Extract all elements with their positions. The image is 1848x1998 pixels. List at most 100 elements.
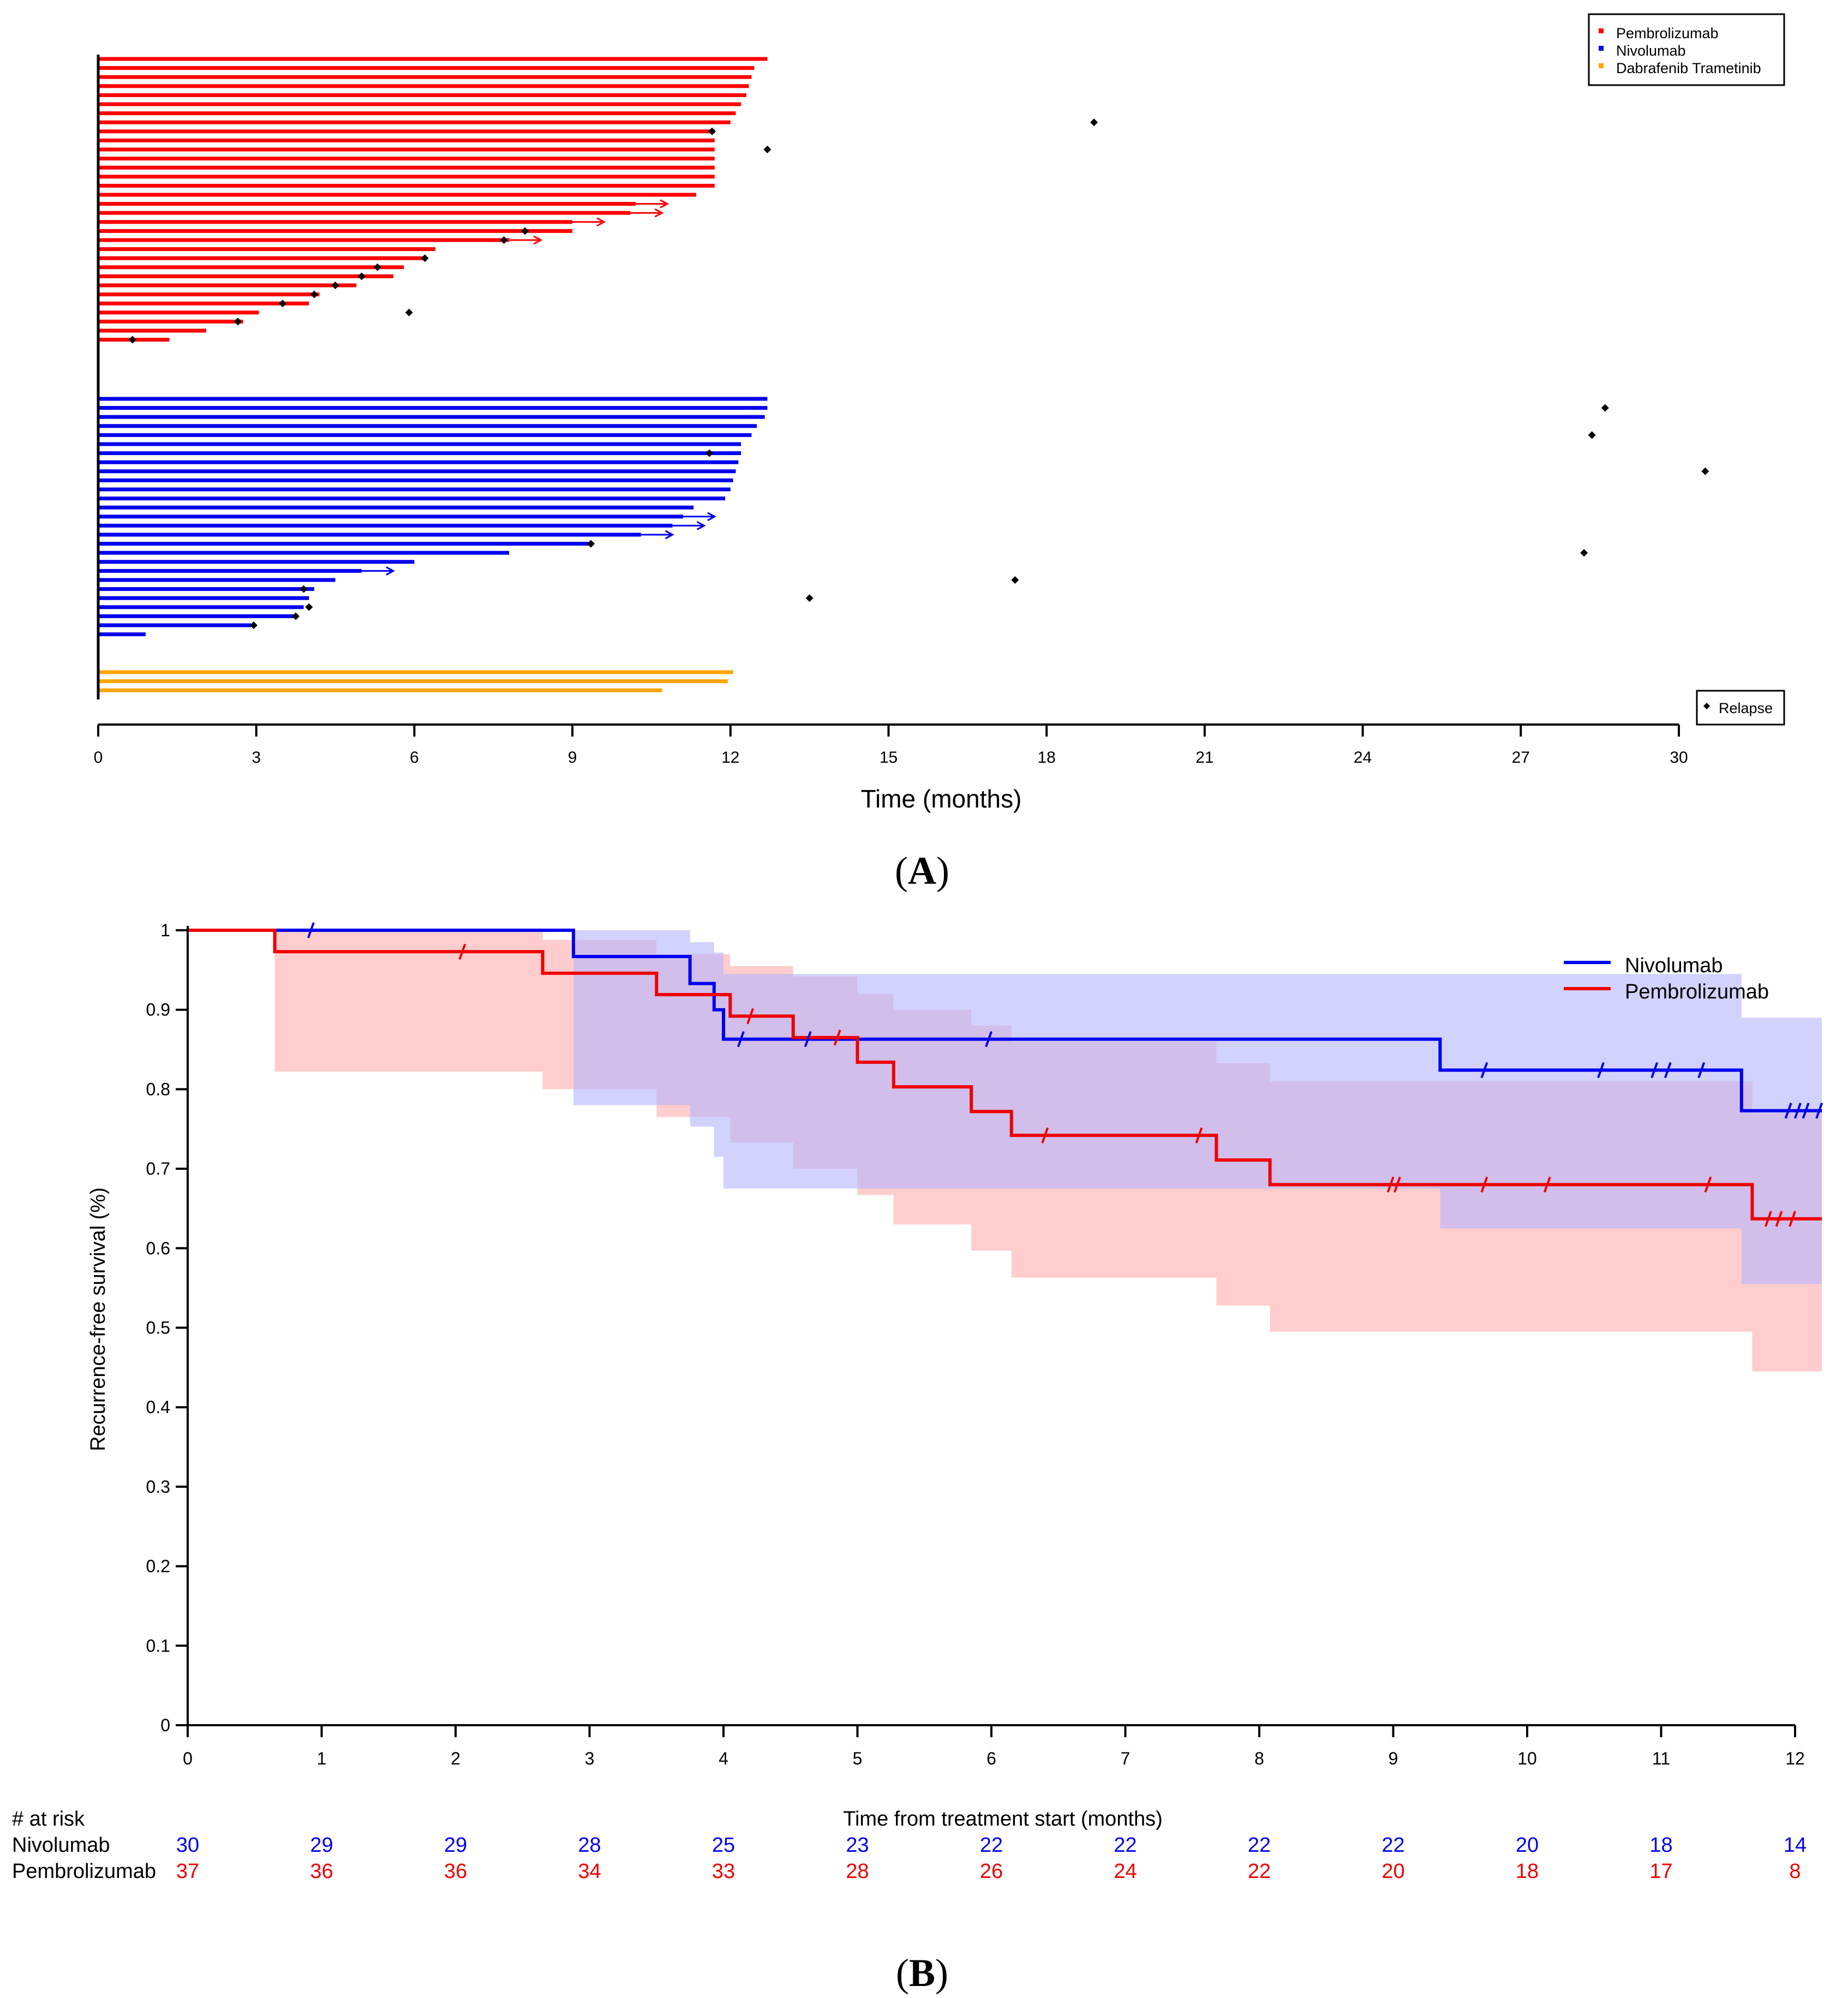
x-tick-label-b: 3	[585, 1749, 595, 1768]
at-risk-value: 23	[846, 1834, 869, 1857]
x-tick-label: 9	[568, 749, 577, 767]
x-tick-label-b: 5	[853, 1749, 863, 1768]
legend-swatch-nivolumab	[1599, 46, 1604, 51]
x-tick-label: 18	[1038, 749, 1056, 767]
swimmer-bar	[98, 256, 425, 260]
swimmer-bar	[98, 175, 715, 179]
y-tick-label: 0.8	[146, 1079, 170, 1099]
legend-swatch-dabrafenib-trametinib	[1599, 63, 1604, 68]
censor-mark	[1815, 1103, 1823, 1119]
relapse-legend-label: Relapse	[1719, 700, 1773, 716]
swimmer-bar	[98, 569, 362, 573]
swimmer-bars	[98, 57, 768, 692]
y-tick-label: 0.3	[146, 1477, 170, 1497]
censor-mark	[1394, 1176, 1401, 1193]
swimmer-bar	[98, 587, 314, 591]
at-risk-value: 29	[444, 1834, 467, 1857]
x-tick-label: 12	[721, 749, 739, 767]
swimmer-bar	[98, 165, 715, 170]
panel-label-a: (A)	[895, 849, 949, 893]
swimmer-bar	[98, 129, 715, 134]
survival-curve-nivolumab	[188, 929, 1822, 1112]
at-risk-value: 36	[444, 1860, 467, 1883]
censor-mark	[1386, 1176, 1395, 1193]
swimmer-bar	[98, 533, 641, 537]
relapse-marker	[305, 603, 313, 611]
confidence-band-nivolumab	[188, 930, 1822, 1284]
swimmer-bar	[98, 138, 715, 142]
swimmer-bar	[98, 505, 694, 510]
ongoing-arrow	[683, 512, 717, 522]
relapse-marker	[1701, 467, 1709, 475]
swimmer-bar	[98, 487, 731, 492]
at-risk-value: 34	[578, 1860, 601, 1883]
relapse-legend-marker	[1703, 703, 1710, 709]
relapse-marker	[405, 308, 413, 316]
swimmer-bar	[98, 670, 733, 674]
at-risk-value: 18	[1649, 1834, 1672, 1857]
swimmer-bar	[98, 211, 631, 215]
censor-mark	[1543, 1176, 1551, 1193]
ongoing-arrow	[509, 235, 543, 245]
swimmer-bar	[98, 157, 715, 161]
swimmer-bar	[98, 679, 728, 684]
relapse-marker	[521, 227, 529, 235]
swimmer-bar	[98, 578, 336, 582]
ongoing-arrow	[641, 530, 674, 540]
censor-mark	[985, 1031, 992, 1048]
swimmer-bar	[98, 310, 259, 315]
relapse-marker	[805, 594, 814, 602]
panel-label-b: (B)	[896, 1951, 948, 1995]
swimmer-bar	[98, 247, 435, 252]
relapse-markers	[128, 118, 1709, 629]
swimmer-bar	[98, 551, 510, 555]
x-tick-label-b: 8	[1254, 1749, 1264, 1768]
at-risk-value: 22	[980, 1834, 1003, 1857]
swimmer-bar	[98, 301, 309, 306]
relapse-marker	[234, 318, 242, 326]
y-tick-label: 1	[160, 920, 170, 940]
survival-curve-pembrolizumab	[188, 929, 1822, 1221]
swimmer-bar	[98, 478, 733, 482]
relapse-marker	[1580, 549, 1588, 557]
relapse-marker	[421, 254, 429, 262]
censor-mark	[307, 922, 315, 938]
swimmer-bar	[98, 523, 673, 528]
swimmer-bar	[98, 120, 731, 124]
panel-letter-b: B	[909, 1951, 935, 1995]
censor-mark	[1650, 1062, 1659, 1079]
legend-label-nivolumab-b: Nivolumab	[1625, 954, 1723, 977]
at-risk-value: 24	[1114, 1860, 1137, 1883]
relapse-marker	[705, 449, 714, 457]
swimmer-bar	[98, 84, 749, 88]
x-axis-b: 0 1 2 3 4 5 6 7 8 9 10 11 12	[183, 1724, 1805, 1768]
censor-marks	[307, 922, 1823, 1227]
x-tick-label: 21	[1195, 749, 1213, 767]
swimmer-bar	[98, 406, 768, 410]
relapse-marker	[331, 282, 339, 289]
relapse-marker	[708, 127, 716, 135]
swimmer-bar	[98, 496, 726, 501]
legend-swatch-pembrolizumab	[1599, 28, 1604, 33]
relapse-marker	[357, 272, 366, 280]
swimmer-bar	[98, 220, 573, 224]
at-risk-value: 22	[1114, 1834, 1137, 1857]
censor-mark	[1041, 1127, 1049, 1144]
censor-mark	[458, 943, 467, 960]
censor-mark	[1784, 1103, 1792, 1119]
y-tick-label: 0.4	[146, 1397, 170, 1417]
at-risk-title: # at risk	[12, 1808, 85, 1830]
swimmer-bar	[98, 202, 636, 206]
swimmer-bar	[98, 238, 510, 242]
y-axis-label: Recurrence-free survival (%)	[87, 1187, 110, 1451]
ongoing-arrows	[361, 199, 717, 576]
swimmer-bar	[98, 623, 251, 627]
y-tick-label: 0.9	[146, 1000, 170, 1020]
at-risk-value: 29	[310, 1834, 333, 1857]
ongoing-arrow	[630, 208, 664, 218]
confidence-bands	[188, 930, 1822, 1372]
y-tick-label: 0.5	[146, 1318, 170, 1338]
km-legend: Nivolumab Pembrolizumab	[1564, 954, 1769, 1003]
